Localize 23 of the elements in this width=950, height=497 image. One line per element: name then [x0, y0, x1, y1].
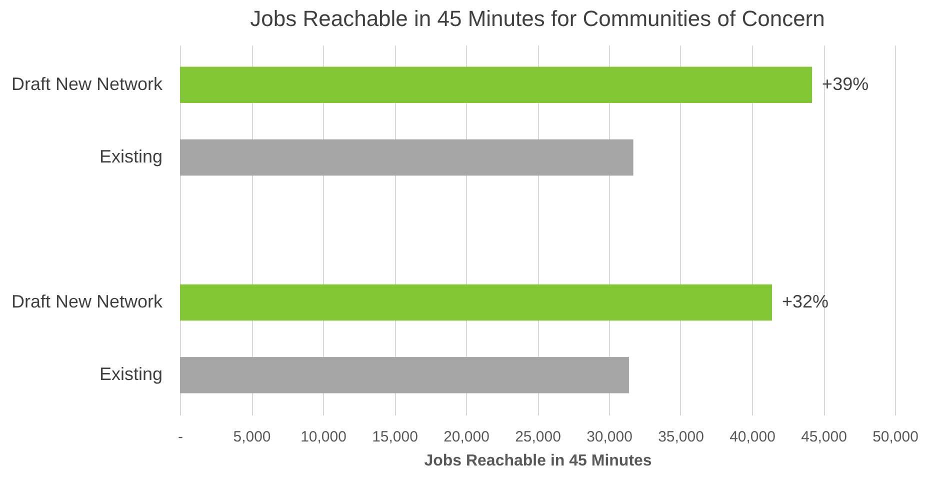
x-tick-label: 50,000 [872, 428, 918, 446]
y-tick-label: Draft New Network [11, 292, 164, 312]
x-tick-label: 10,000 [300, 428, 346, 446]
annotation: +39% [822, 74, 869, 94]
y-tick-label: Draft New Network [11, 74, 164, 94]
x-tick-label: 25,000 [515, 428, 561, 446]
x-tick-label: 5,000 [233, 428, 271, 446]
x-tick-label: 45,000 [801, 428, 847, 446]
y-tick-label: Existing [99, 364, 162, 384]
x-tick-label: 20,000 [444, 428, 490, 446]
annotation: +32% [782, 292, 829, 312]
bar [180, 66, 812, 104]
bar [180, 284, 772, 321]
bar [180, 356, 630, 394]
x-tick-label: 30,000 [586, 428, 632, 446]
x-tick-label: 15,000 [372, 428, 418, 446]
x-tick-label: 35,000 [658, 428, 704, 446]
x-axis-title: Jobs Reachable in 45 Minutes [424, 452, 652, 470]
x-tick-label: - [178, 428, 183, 446]
y-tick-label: Existing [99, 146, 162, 166]
bar [180, 139, 634, 176]
x-tick-label: 40,000 [730, 428, 776, 446]
chart-title: Jobs Reachable in 45 Minutes for Communities of Concern [250, 6, 825, 31]
